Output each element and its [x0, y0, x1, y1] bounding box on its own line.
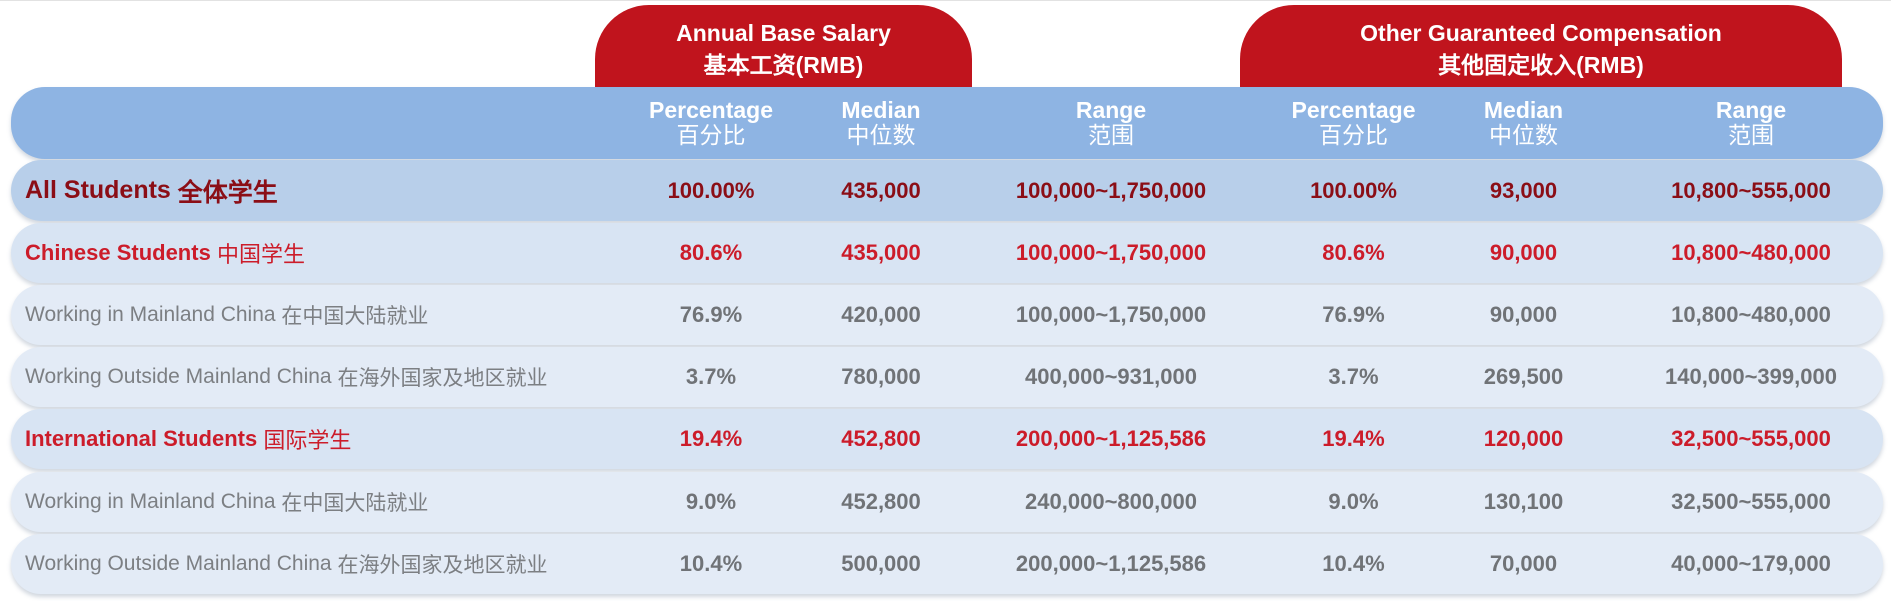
cell-base-range: 200,000~1,125,586 — [1015, 551, 1207, 576]
cell-base-percentage: 100.00% — [667, 177, 755, 203]
cell-base-median: 452,800 — [841, 489, 921, 514]
group-title-en: Other Guaranteed Compensation — [1360, 20, 1722, 46]
table-row-international-outside: Working Outside Mainland China 在海外国家及地区就… — [11, 534, 1883, 594]
cell-other-range: 40,000~179,000 — [1671, 551, 1831, 576]
cell-base-range: 400,000~931,000 — [1025, 364, 1197, 389]
cell-other-range: 10,800~555,000 — [1671, 177, 1831, 203]
cell-other-median: 269,500 — [1483, 364, 1564, 389]
group-title-cn: 基本工资(RMB) — [703, 52, 864, 78]
cell-base-percentage: 80.6% — [679, 240, 743, 265]
cell-other-median: 70,000 — [1489, 551, 1558, 576]
group-tab-base-salary: Annual Base Salary 基本工资(RMB) — [595, 5, 972, 89]
cell-other-median: 90,000 — [1489, 240, 1558, 265]
cell-other-percentage: 9.0% — [1328, 489, 1379, 514]
table-row-international-students: International Students 国际学生 19.4% 452,80… — [11, 409, 1883, 469]
row-label: Chinese Students 中国学生 — [25, 240, 305, 267]
table-row-chinese-mainland: Working in Mainland China 在中国大陆就业 76.9% … — [11, 285, 1883, 345]
cell-other-range: 10,800~480,000 — [1671, 240, 1831, 265]
cell-other-percentage: 100.00% — [1310, 177, 1397, 203]
cell-other-range: 140,000~399,000 — [1665, 364, 1837, 389]
cell-base-percentage: 9.0% — [685, 489, 737, 514]
header-range: Range 范围 — [1715, 97, 1787, 148]
row-label: International Students 国际学生 — [25, 426, 352, 453]
row-label: Working in Mainland China 在中国大陆就业 — [25, 490, 429, 515]
cell-base-median: 500,000 — [841, 551, 921, 576]
row-label: Working Outside Mainland China 在海外国家及地区就… — [25, 365, 548, 390]
cell-base-percentage: 76.9% — [679, 302, 743, 327]
header-row: Percentage 百分比 Median 中位数 Range 范围 Percenta… — [11, 87, 1883, 159]
cell-other-percentage: 76.9% — [1322, 302, 1385, 327]
row-label: All Students 全体学生 — [25, 176, 278, 207]
cell-base-percentage: 3.7% — [685, 364, 737, 389]
group-tab-other-compensation: Other Guaranteed Compensation 其他固定收入(RMB… — [1240, 5, 1842, 89]
cell-base-range: 100,000~1,750,000 — [1015, 240, 1207, 265]
cell-base-range: 100,000~1,750,000 — [1015, 177, 1207, 203]
table-row-international-mainland: Working in Mainland China 在中国大陆就业 9.0% 4… — [11, 472, 1883, 532]
cell-other-percentage: 19.4% — [1322, 426, 1385, 451]
cell-base-range: 200,000~1,125,586 — [1015, 426, 1207, 451]
cell-other-median: 130,100 — [1483, 489, 1564, 514]
cell-other-range: 32,500~555,000 — [1671, 426, 1831, 451]
group-title-cn: 其他固定收入(RMB) — [1438, 52, 1644, 78]
table-row-chinese-outside: Working Outside Mainland China 在海外国家及地区就… — [11, 347, 1883, 407]
group-title-en: Annual Base Salary — [676, 20, 891, 46]
cell-other-percentage: 3.7% — [1328, 364, 1379, 389]
table-row-all-students: All Students 全体学生 100.00% 435,000 100,00… — [11, 160, 1883, 221]
cell-base-median: 452,800 — [841, 426, 921, 451]
cell-other-percentage: 80.6% — [1322, 240, 1385, 265]
header-percentage: Percentage 百分比 — [648, 97, 773, 148]
cell-base-median: 435,000 — [841, 240, 921, 265]
cell-base-percentage: 19.4% — [679, 426, 743, 451]
cell-base-percentage: 10.4% — [679, 551, 743, 576]
header-percentage: Percentage 百分比 — [1291, 97, 1416, 148]
header-median: Median 中位数 — [1483, 97, 1564, 148]
header-median: Median 中位数 — [841, 97, 921, 148]
cell-base-range: 240,000~800,000 — [1025, 489, 1197, 514]
cell-other-range: 10,800~480,000 — [1671, 302, 1831, 327]
cell-base-median: 435,000 — [841, 177, 921, 203]
cell-other-range: 32,500~555,000 — [1671, 489, 1831, 514]
header-range: Range 范围 — [1075, 97, 1147, 148]
table-row-chinese-students: Chinese Students 中国学生 80.6% 435,000 100,… — [11, 223, 1883, 283]
cell-base-range: 100,000~1,750,000 — [1015, 302, 1207, 327]
cell-base-median: 780,000 — [841, 364, 921, 389]
cell-other-median: 120,000 — [1483, 426, 1564, 451]
cell-other-percentage: 10.4% — [1322, 551, 1385, 576]
cell-other-median: 93,000 — [1489, 177, 1558, 203]
row-label: Working in Mainland China 在中国大陆就业 — [25, 303, 429, 328]
cell-base-median: 420,000 — [841, 302, 921, 327]
cell-other-median: 90,000 — [1489, 302, 1558, 327]
row-label: Working Outside Mainland China 在海外国家及地区就… — [25, 552, 548, 577]
top-divider — [0, 0, 1891, 1]
